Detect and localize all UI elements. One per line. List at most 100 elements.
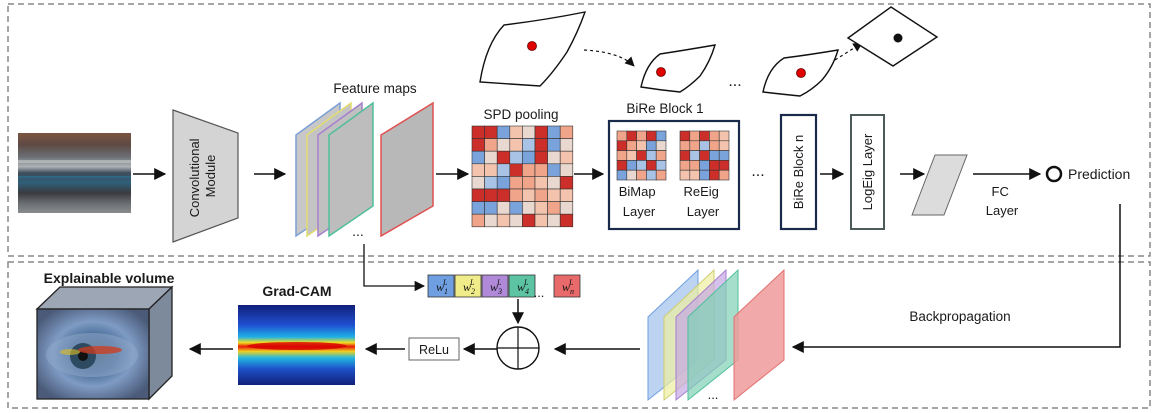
- matrix-cell: [471, 188, 485, 202]
- matrix-cell: [522, 138, 536, 152]
- manifold-arrow-2: [834, 42, 863, 61]
- matrix-cell: [496, 188, 511, 202]
- matrix-cell: [718, 169, 730, 181]
- matrix-cell: [496, 176, 511, 190]
- input-image: [18, 133, 131, 213]
- gradient-maps-ellipsis: ...: [708, 387, 719, 402]
- matrix-cell: [709, 140, 720, 151]
- matrix-cell: [522, 188, 536, 202]
- feature-maps-ellipsis: ...: [352, 223, 364, 239]
- matrix-cell: [626, 140, 637, 151]
- matrix-cell: [534, 213, 548, 228]
- matrix-cell: [655, 169, 667, 181]
- matrix-cell: [522, 213, 536, 228]
- matrix-cell: [534, 138, 548, 152]
- bire-block-1-label: BiRe Block 1: [626, 101, 703, 116]
- matrix-cell: [689, 169, 700, 181]
- weights-row: w1L w2L w3L w4L wnL: [427, 274, 581, 298]
- matrix-cell: [646, 140, 657, 151]
- matrix-cell: [534, 201, 548, 215]
- matrix-cell: [484, 188, 498, 202]
- explanation-frame: [7, 261, 1151, 409]
- matrix-cell: [646, 160, 657, 171]
- manifold-arrow-1: [583, 49, 635, 67]
- matrix-cell: [522, 125, 536, 139]
- feature-maps-label: Feature maps: [333, 81, 417, 96]
- matrix-cell: [547, 188, 561, 202]
- matrix-cell: [496, 201, 511, 215]
- manifold-ellipsis: ...: [728, 73, 741, 90]
- matrix-cell: [626, 160, 637, 171]
- matrix-cell: [709, 169, 720, 181]
- gradient-maps: [647, 268, 785, 402]
- matrix-cell: [689, 150, 700, 161]
- matrix-cell: [699, 160, 710, 171]
- matrix-cell: [534, 125, 548, 139]
- matrix-cell: [534, 176, 548, 190]
- matrix-cell: [616, 140, 628, 151]
- explainable-volume-label: Explainable volume: [44, 270, 175, 286]
- matrix-cell: [699, 169, 710, 181]
- matrix-cell: [484, 138, 498, 152]
- matrix-cell: [646, 169, 657, 181]
- matrix-cell: [496, 125, 511, 139]
- matrix-cell: [547, 138, 561, 152]
- matrix-cell: [655, 140, 667, 151]
- bire-block-n: [779, 113, 818, 231]
- matrix-cell: [509, 201, 523, 215]
- matrix-cell: [636, 130, 647, 142]
- matrix-cell: [509, 188, 523, 202]
- matrix-cell: [509, 125, 523, 139]
- grad-cam-label: Grad-CAM: [262, 283, 331, 299]
- matrix-cell: [616, 130, 628, 142]
- matrix-cell: [509, 213, 523, 228]
- conv-label-line2: Module: [203, 155, 218, 198]
- bimap-matrix: [616, 130, 667, 181]
- matrix-cell: [679, 150, 691, 161]
- conv-label-line1: Convolutional: [187, 138, 202, 217]
- matrix-cell: [522, 176, 536, 190]
- matrix-cell: [484, 150, 498, 165]
- matrix-cell: [496, 138, 511, 152]
- matrix-cell: [626, 150, 637, 161]
- weight-symbol: w4L: [517, 278, 529, 296]
- matrix-cell: [718, 140, 730, 151]
- weight-box-n: wnL: [553, 274, 581, 298]
- arrow-fm-weights: [363, 244, 426, 292]
- logeig-layer-label: LogEig Layer: [860, 133, 875, 210]
- weight-box-1: w1L: [427, 274, 455, 298]
- arrow-backprop: [791, 204, 1121, 353]
- logeig-layer: [850, 114, 885, 230]
- weight-box-3: w3L: [481, 274, 509, 298]
- bimap-layer-label: BiMap Layer: [619, 184, 659, 219]
- forward-pass-frame: [7, 3, 1151, 257]
- matrix-cell: [547, 163, 561, 177]
- matrix-cell: [679, 169, 691, 181]
- matrix-cell: [699, 140, 710, 151]
- matrix-cell: [534, 150, 548, 165]
- weights-ellipsis: ...: [534, 285, 545, 300]
- prediction-node: [1045, 165, 1063, 183]
- matrix-cell: [522, 201, 536, 215]
- fc-layer-label: FC Layer: [986, 184, 1019, 218]
- matrix-cell: [496, 150, 511, 165]
- matrix-cell: [484, 163, 498, 177]
- matrix-cell: [616, 169, 628, 181]
- relu-label: ReLu: [419, 343, 449, 357]
- matrix-cell: [655, 150, 667, 161]
- matrix-cell: [646, 130, 657, 142]
- matrix-cell: [471, 201, 485, 215]
- matrix-cell: [689, 130, 700, 142]
- matrix-cell: [509, 176, 523, 190]
- matrix-cell: [522, 150, 536, 165]
- matrix-cell: [534, 188, 548, 202]
- matrix-cell: [522, 163, 536, 177]
- matrix-cell: [559, 138, 574, 152]
- matrix-cell: [718, 150, 730, 161]
- matrix-cell: [484, 176, 498, 190]
- matrix-cell: [699, 150, 710, 161]
- reeig-layer-label: ReEig Layer: [683, 184, 722, 219]
- sum-node: [496, 326, 540, 370]
- matrix-cell: [559, 125, 574, 139]
- matrix-cell: [509, 138, 523, 152]
